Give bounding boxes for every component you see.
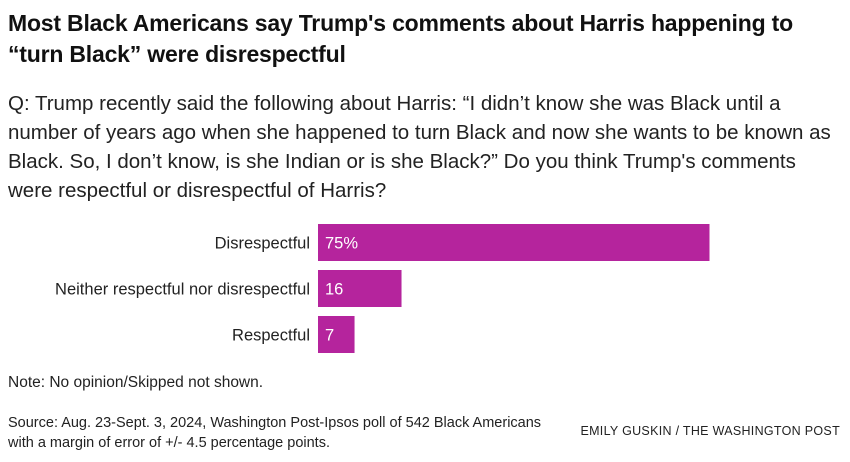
bar [318, 316, 355, 353]
bar-value-label: 75% [325, 235, 358, 253]
bar-value-label: 16 [325, 281, 343, 299]
category-label: Neither respectful nor disrespectful [55, 281, 310, 299]
survey-question: Q: Trump recently said the following abo… [8, 92, 831, 202]
bar-value-label: 7 [325, 327, 334, 345]
bar-chart: Disrespectful 75% Neither respectful nor d… [55, 224, 710, 353]
bar [318, 270, 402, 307]
chart-source: Source: Aug. 23-Sept. 3, 2024, Washingto… [8, 415, 542, 451]
category-label: Disrespectful [215, 235, 310, 253]
category-label: Respectful [232, 327, 310, 345]
chart-credit: EMILY GUSKIN / THE WASHINGTON POST [580, 424, 840, 438]
chart-title: Most Black Americans say Trump's comment… [8, 10, 793, 67]
bar [318, 224, 710, 261]
chart-note: Note: No opinion/Skipped not shown. [8, 374, 264, 391]
